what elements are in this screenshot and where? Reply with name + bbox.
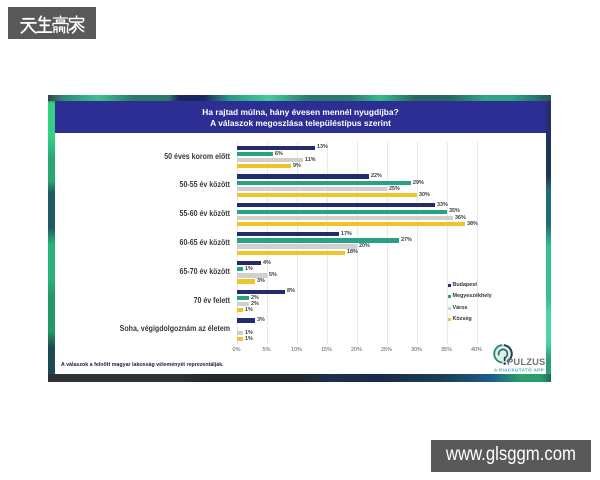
svg-text:A PIACKUTATÓ APP: A PIACKUTATÓ APP — [494, 366, 544, 373]
svg-text:PULZUS: PULZUS — [507, 357, 545, 367]
